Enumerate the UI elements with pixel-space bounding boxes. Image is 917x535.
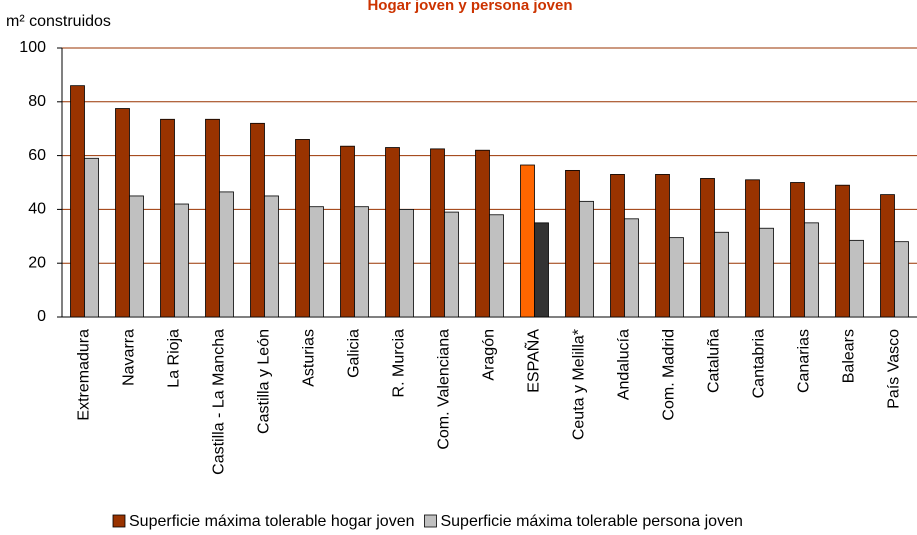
x-tick-label: Extremadura bbox=[76, 329, 93, 421]
y-tick-label: 20 bbox=[28, 254, 46, 271]
bar bbox=[894, 241, 909, 318]
x-tick-label: Cataluña bbox=[706, 329, 723, 393]
bar bbox=[264, 195, 279, 318]
bar bbox=[790, 182, 805, 318]
bar bbox=[309, 206, 324, 318]
bar bbox=[444, 211, 459, 318]
chart-title: Hogar joven y persona joven bbox=[367, 0, 572, 14]
bar bbox=[714, 231, 729, 318]
x-tick-label: R. Murcia bbox=[391, 329, 408, 398]
bar bbox=[565, 169, 580, 318]
legend-label: Superficie máxima tolerable hogar joven bbox=[129, 513, 414, 530]
bar bbox=[295, 139, 310, 318]
x-tick-label: Com. Valenciana bbox=[436, 329, 453, 450]
bar bbox=[745, 179, 760, 318]
x-tick-label: Com. Madrid bbox=[661, 329, 678, 421]
bar bbox=[475, 149, 490, 318]
y-tick-label: 0 bbox=[37, 308, 46, 325]
bar bbox=[655, 174, 670, 318]
x-tick-label: ESPAÑA bbox=[523, 329, 543, 393]
bar bbox=[880, 194, 895, 318]
bar bbox=[624, 218, 639, 318]
y-tick-label: 40 bbox=[28, 201, 46, 218]
y-tick-label: 60 bbox=[28, 147, 46, 164]
bar bbox=[70, 85, 85, 318]
bar bbox=[520, 164, 535, 318]
x-tick-label: Aragón bbox=[481, 329, 498, 381]
bar bbox=[340, 145, 355, 318]
x-tick-label: Balears bbox=[841, 329, 858, 383]
legend-swatch bbox=[112, 514, 126, 528]
bar bbox=[534, 222, 549, 318]
x-tick-label: Andalucía bbox=[616, 329, 633, 400]
bar bbox=[759, 227, 774, 318]
bar bbox=[115, 108, 130, 318]
bar bbox=[385, 147, 400, 318]
x-tick-label: Ceuta y Melilla* bbox=[571, 329, 588, 440]
y-axis-label: m² construidos bbox=[6, 13, 111, 30]
x-tick-label: Canarias bbox=[796, 329, 813, 393]
x-tick-label: La Rioja bbox=[166, 329, 183, 388]
bar bbox=[160, 118, 175, 318]
bar bbox=[700, 178, 715, 318]
y-tick-label: 100 bbox=[19, 39, 46, 56]
bar bbox=[610, 174, 625, 318]
bar bbox=[669, 237, 684, 318]
bar bbox=[835, 184, 850, 318]
bar bbox=[354, 206, 369, 318]
x-tick-label: Navarra bbox=[121, 329, 138, 386]
x-tick-label: Cantabria bbox=[751, 329, 768, 398]
legend-label: Superficie máxima tolerable persona jove… bbox=[440, 513, 742, 530]
bar bbox=[849, 239, 864, 318]
y-tick-label: 80 bbox=[28, 93, 46, 110]
bar bbox=[430, 148, 445, 318]
bar bbox=[489, 214, 504, 318]
bar bbox=[174, 203, 189, 318]
x-tick-label: Galicia bbox=[346, 329, 363, 378]
bar bbox=[804, 222, 819, 318]
x-tick-label: Asturias bbox=[301, 329, 318, 387]
x-tick-label: País Vasco bbox=[886, 329, 903, 409]
bar bbox=[129, 195, 144, 318]
legend-swatch bbox=[424, 514, 437, 528]
x-tick-label: Castilla - La Mancha bbox=[211, 329, 228, 475]
bar bbox=[219, 191, 234, 318]
bar bbox=[250, 122, 265, 318]
bar bbox=[579, 200, 594, 318]
x-tick-label: Castilla y León bbox=[256, 329, 273, 434]
bar bbox=[205, 118, 220, 318]
bar bbox=[399, 208, 414, 318]
bar bbox=[84, 157, 99, 318]
